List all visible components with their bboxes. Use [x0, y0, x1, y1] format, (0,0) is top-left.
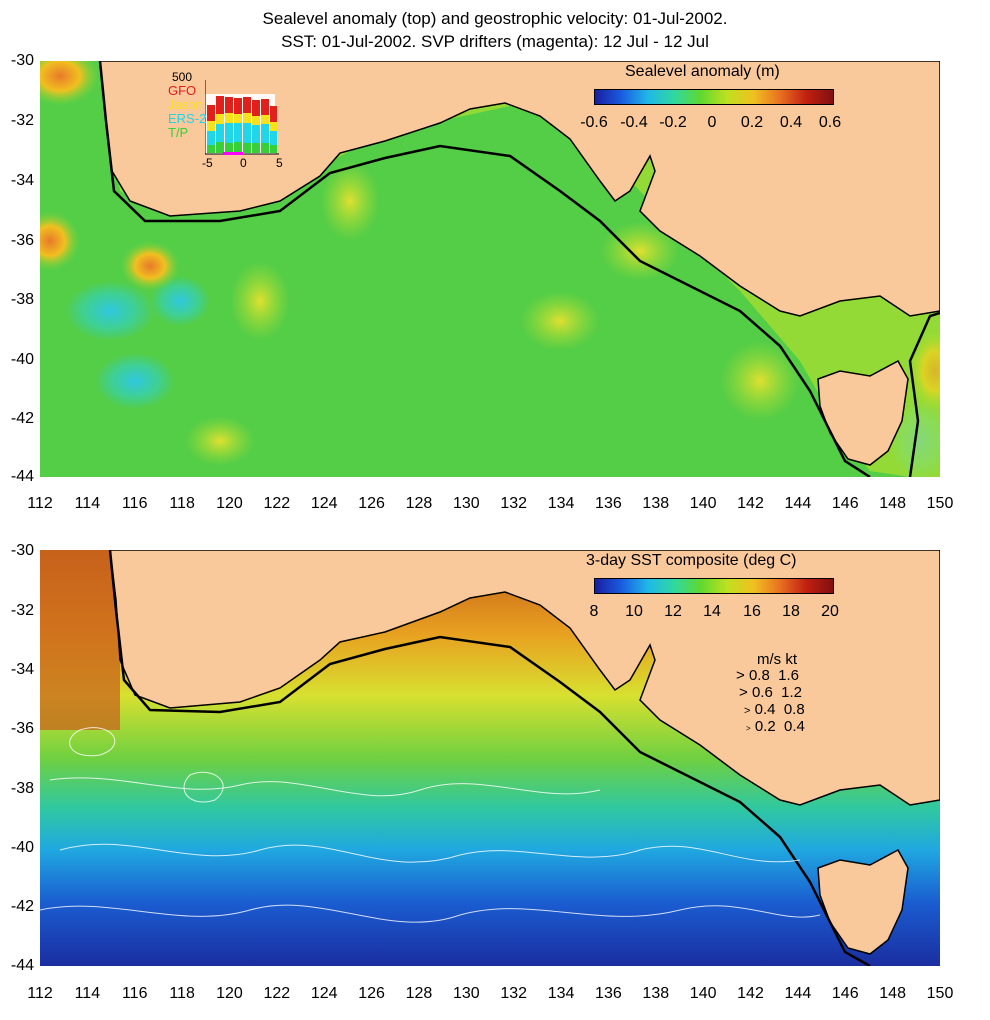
x-tick: 118 [169, 985, 195, 1002]
x-tick: 132 [500, 495, 528, 512]
y-tick: -34 [10, 661, 34, 678]
y-tick: -44 [10, 468, 34, 485]
sst-colorbar [594, 578, 834, 594]
sst-tick: 8 [589, 603, 599, 620]
y-tick: -38 [10, 291, 34, 308]
sla-tick: 0.6 [818, 114, 842, 131]
sst-tick: 20 [821, 603, 839, 620]
y-tick: -40 [10, 839, 34, 856]
x-tick: 130 [452, 985, 480, 1002]
histogram-axis-min: -5 [202, 156, 213, 170]
y-tick: -40 [10, 351, 34, 368]
satellite-legend: GFO Jason ERS-2 T/P [168, 84, 206, 140]
y-tick: -36 [10, 720, 34, 737]
y-tick: -42 [10, 410, 34, 427]
x-tick: 118 [169, 495, 195, 512]
x-tick: 140 [689, 985, 717, 1002]
sealevel-anomaly-map [40, 61, 940, 477]
speed-legend-row: > 0.8 1.6 [736, 667, 799, 684]
arrow-icon: > [746, 724, 751, 733]
x-tick: 144 [784, 495, 812, 512]
x-tick: 114 [74, 495, 101, 512]
satellite-gfo: GFO [168, 83, 197, 98]
x-tick: 126 [358, 985, 385, 1002]
speed-legend-row: > 0.6 1.2 [739, 684, 802, 701]
x-tick: 120 [216, 985, 243, 1002]
altimeter-histogram [205, 80, 279, 155]
sst-tick: 18 [782, 603, 800, 620]
speed-legend-row: > 0.4 0.8 [744, 701, 805, 718]
x-tick: 130 [452, 495, 480, 512]
y-tick: -36 [10, 232, 34, 249]
x-tick: 146 [831, 495, 859, 512]
y-tick: -30 [10, 52, 34, 69]
sla-tick: 0.2 [740, 114, 764, 131]
histogram-axis-max: 5 [276, 156, 283, 170]
speed-legend-row: > 0.2 0.4 [746, 718, 805, 735]
x-tick: 136 [595, 985, 622, 1002]
x-tick: 128 [405, 985, 433, 1002]
x-tick: 140 [689, 495, 717, 512]
x-tick: 116 [121, 495, 148, 512]
satellite-jason: Jason [168, 97, 203, 112]
sst-tick: 10 [625, 603, 643, 620]
y-tick: -38 [10, 780, 34, 797]
satellite-ers2: ERS-2 [168, 111, 207, 126]
sla-tick: -0.4 [620, 114, 648, 131]
sst-map [40, 550, 940, 966]
y-tick: -42 [10, 898, 34, 915]
histogram-axis-zero: 0 [240, 156, 247, 170]
x-tick: 122 [263, 495, 291, 512]
y-tick: -30 [10, 542, 34, 559]
x-tick: 132 [500, 985, 528, 1002]
x-tick: 114 [74, 985, 101, 1002]
x-tick: 146 [831, 985, 859, 1002]
x-tick: 134 [547, 495, 575, 512]
arrow-icon: > [744, 705, 751, 717]
speed-legend-header: m/s kt [757, 651, 797, 668]
x-tick: 148 [879, 985, 906, 1002]
x-tick: 150 [926, 495, 954, 512]
x-tick: 126 [358, 495, 385, 512]
x-tick: 136 [595, 495, 622, 512]
sla-tick: 0.4 [779, 114, 803, 131]
x-tick: 124 [310, 495, 338, 512]
x-tick: 142 [737, 495, 764, 512]
sst-tick: 16 [743, 603, 761, 620]
x-tick: 122 [263, 985, 291, 1002]
title-line-1: Sealevel anomaly (top) and geostrophic v… [262, 9, 728, 28]
title-line-2: SST: 01-Jul-2002. SVP drifters (magenta)… [281, 32, 709, 51]
x-tick: 138 [642, 495, 670, 512]
sst-tick: 12 [664, 603, 682, 620]
x-tick: 120 [216, 495, 243, 512]
arrow-icon: > [739, 684, 748, 701]
x-tick: 144 [784, 985, 812, 1002]
satellite-tp: T/P [168, 125, 189, 140]
x-tick: 124 [310, 985, 338, 1002]
sst-colorbar-title: 3-day SST composite (deg C) [586, 552, 797, 569]
x-tick: 148 [879, 495, 906, 512]
x-tick: 112 [27, 495, 53, 512]
x-tick: 134 [547, 985, 575, 1002]
y-tick: -44 [10, 957, 34, 974]
x-tick: 112 [27, 985, 53, 1002]
y-tick: -32 [10, 112, 34, 129]
arrow-icon: > [736, 667, 745, 684]
x-tick: 128 [405, 495, 433, 512]
histogram-max-label: 500 [172, 70, 193, 84]
sla-tick: -0.6 [580, 114, 608, 131]
y-tick: -32 [10, 602, 34, 619]
x-tick: 138 [642, 985, 670, 1002]
y-tick: -34 [10, 172, 34, 189]
x-tick: 116 [121, 985, 148, 1002]
sst-tick: 14 [703, 603, 721, 620]
sla-tick: -0.2 [659, 114, 687, 131]
x-tick: 142 [737, 985, 764, 1002]
x-tick: 150 [926, 985, 954, 1002]
sla-tick: 0 [707, 114, 717, 131]
sla-colorbar [594, 89, 834, 105]
sla-colorbar-title: Sealevel anomaly (m) [625, 63, 780, 80]
